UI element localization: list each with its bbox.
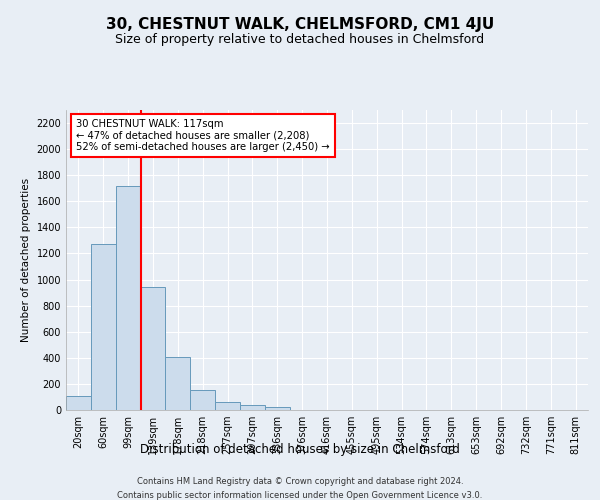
Bar	[190, 390, 215, 410]
Bar	[166, 357, 190, 410]
Bar	[240, 406, 265, 410]
Text: Contains HM Land Registry data © Crown copyright and database right 2024.: Contains HM Land Registry data © Crown c…	[137, 478, 463, 486]
Text: Distribution of detached houses by size in Chelmsford: Distribution of detached houses by size …	[140, 442, 460, 456]
Bar	[116, 186, 140, 410]
Bar	[140, 288, 166, 410]
Bar	[215, 402, 240, 410]
Text: Size of property relative to detached houses in Chelmsford: Size of property relative to detached ho…	[115, 32, 485, 46]
Text: 30, CHESTNUT WALK, CHELMSFORD, CM1 4JU: 30, CHESTNUT WALK, CHELMSFORD, CM1 4JU	[106, 18, 494, 32]
Text: Contains public sector information licensed under the Open Government Licence v3: Contains public sector information licen…	[118, 491, 482, 500]
Bar	[265, 406, 290, 410]
Y-axis label: Number of detached properties: Number of detached properties	[21, 178, 31, 342]
Bar	[66, 396, 91, 410]
Bar	[91, 244, 116, 410]
Text: 30 CHESTNUT WALK: 117sqm
← 47% of detached houses are smaller (2,208)
52% of sem: 30 CHESTNUT WALK: 117sqm ← 47% of detach…	[76, 119, 330, 152]
